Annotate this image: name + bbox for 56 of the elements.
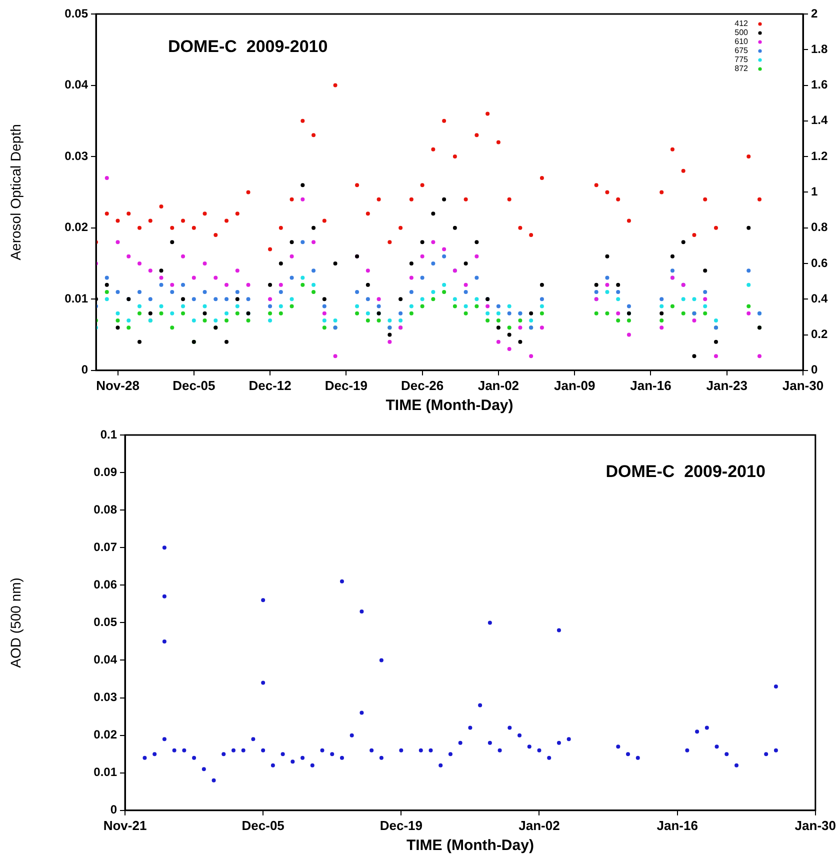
y-tick-label: 0.09 — [94, 464, 118, 479]
x-tick-label: Jan-30 — [794, 818, 836, 833]
y-tick-label: 0 — [110, 802, 118, 817]
y2-tick-label: 0 — [811, 362, 818, 377]
y2-tick-label: 1.2 — [811, 148, 828, 163]
x-tick-label: Dec-05 — [172, 378, 216, 393]
x-tick-label: Dec-05 — [242, 818, 284, 833]
legend-label: 610 — [734, 37, 749, 46]
x-axis-title: TIME (Month-Day) — [406, 837, 534, 854]
x-tick-label: Dec-19 — [324, 378, 368, 393]
y-tick-label: 0.01 — [64, 291, 88, 306]
y-tick-label: 0.08 — [94, 502, 118, 516]
y-axis-title: Aerosol Optical Depth — [7, 124, 24, 260]
y-tick-label: 0.04 — [94, 652, 118, 667]
x-tick-label: Nov-28 — [96, 378, 140, 393]
y2-tick-label: 0.8 — [811, 220, 828, 234]
x-tick-label: Jan-02 — [478, 378, 520, 393]
y-tick-label: 0.02 — [94, 728, 118, 742]
y2-tick-label: 2 — [811, 6, 818, 20]
y-tick-label: 0.02 — [64, 220, 88, 234]
legend-label: 775 — [734, 55, 749, 64]
y2-tick-label: 1.4 — [811, 113, 828, 128]
y-tick-label: 0.03 — [94, 690, 118, 704]
x-tick-label: Dec-19 — [380, 818, 422, 833]
y-axis-title: AOD (500 nm) — [7, 578, 24, 668]
legend-label: 675 — [734, 46, 749, 56]
legend-label: 412 — [734, 19, 749, 28]
y-tick-label: 0.04 — [64, 78, 88, 92]
x-tick-label: Jan-30 — [782, 378, 824, 393]
y2-tick-label: 1.8 — [811, 42, 828, 56]
y-tick-label: 0.01 — [94, 765, 118, 780]
y-tick-label: 0 — [81, 362, 88, 377]
x-tick-label: Dec-12 — [248, 378, 292, 393]
x-axis-title: TIME (Month-Day) — [386, 397, 514, 414]
y2-tick-label: 1.6 — [811, 78, 828, 92]
y-tick-label: 0.07 — [94, 540, 118, 554]
y-tick-label: 0.05 — [94, 615, 118, 630]
y2-tick-label: 0.2 — [811, 327, 828, 342]
x-tick-label: Jan-09 — [554, 378, 596, 393]
x-tick-label: Dec-26 — [400, 378, 444, 393]
legend-label: 872 — [734, 64, 749, 74]
y-tick-label: 0.03 — [64, 148, 88, 163]
x-tick-label: Jan-16 — [630, 378, 672, 393]
x-tick-label: Jan-16 — [656, 818, 698, 833]
y2-tick-label: 0.6 — [811, 256, 828, 270]
y2-tick-label: 0.4 — [811, 291, 828, 306]
y-tick-label: 0.05 — [64, 6, 88, 20]
x-tick-label: Jan-23 — [706, 378, 748, 393]
y2-tick-label: 1 — [811, 184, 818, 199]
x-tick-label: Nov-21 — [103, 818, 147, 833]
text: DOME-C 2009-2010 — [606, 462, 766, 481]
y-tick-label: 0.06 — [94, 577, 118, 592]
y-tick-label: 0.1 — [100, 427, 118, 442]
legend-label: 500 — [734, 28, 749, 38]
text: DOME-C 2009-2010 — [168, 37, 328, 56]
x-tick-label: Jan-02 — [518, 818, 560, 833]
